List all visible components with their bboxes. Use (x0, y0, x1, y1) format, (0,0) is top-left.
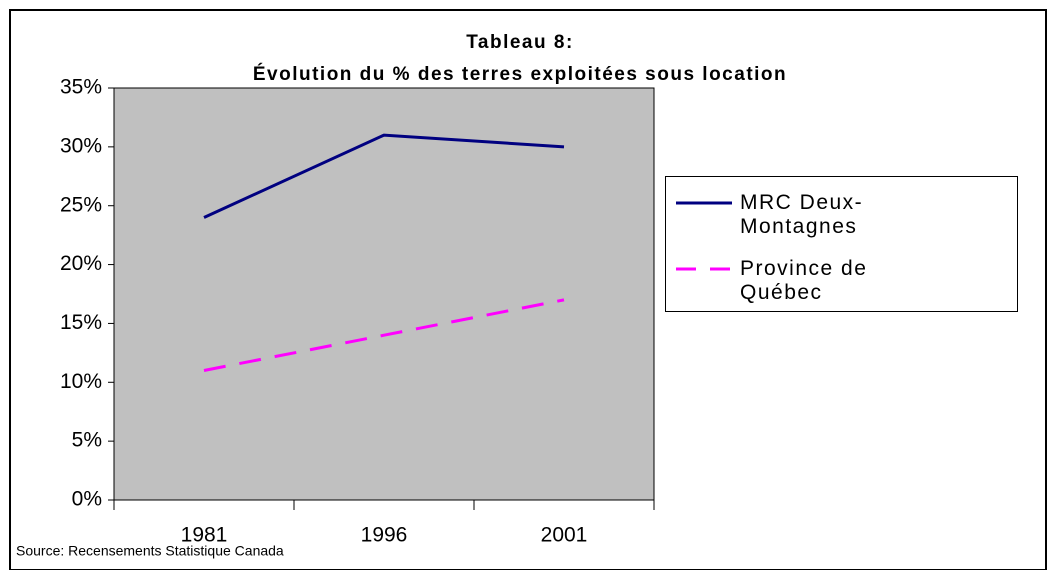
x-tick-label: 1981 (181, 524, 228, 547)
legend: MRC Deux-Montagnes Province de Québec (665, 176, 1018, 312)
x-tick-label: 1996 (361, 524, 408, 547)
plot-area (113, 87, 655, 501)
y-tick-label: 25% (60, 193, 102, 216)
chart-title: Tableau 8: (466, 32, 574, 53)
source-note: Source: Recensements Statistique Canada (16, 543, 284, 559)
series-line (203, 298, 565, 372)
legend-label: MRC Deux-Montagnes (740, 191, 864, 238)
series-line (203, 133, 565, 219)
y-tick-label: 15% (60, 311, 102, 334)
legend-item: MRC Deux-Montagnes (676, 191, 940, 239)
y-tick-label: 20% (60, 252, 102, 275)
y-tick-label: 10% (60, 370, 102, 393)
frame (9, 9, 1047, 570)
chart-subtitle: Évolution du % des terres exploitées sou… (253, 63, 787, 85)
y-tick-label: 0% (72, 488, 102, 511)
y-tick-label: 30% (60, 134, 102, 157)
x-tick-label: 2001 (541, 524, 588, 547)
y-tick-label: 35% (60, 76, 102, 99)
legend-swatch (676, 267, 732, 271)
y-tick-label: 5% (72, 429, 102, 452)
legend-label: Province de Québec (740, 257, 868, 304)
legend-swatch (676, 201, 732, 205)
legend-item: Province de Québec (676, 257, 940, 305)
